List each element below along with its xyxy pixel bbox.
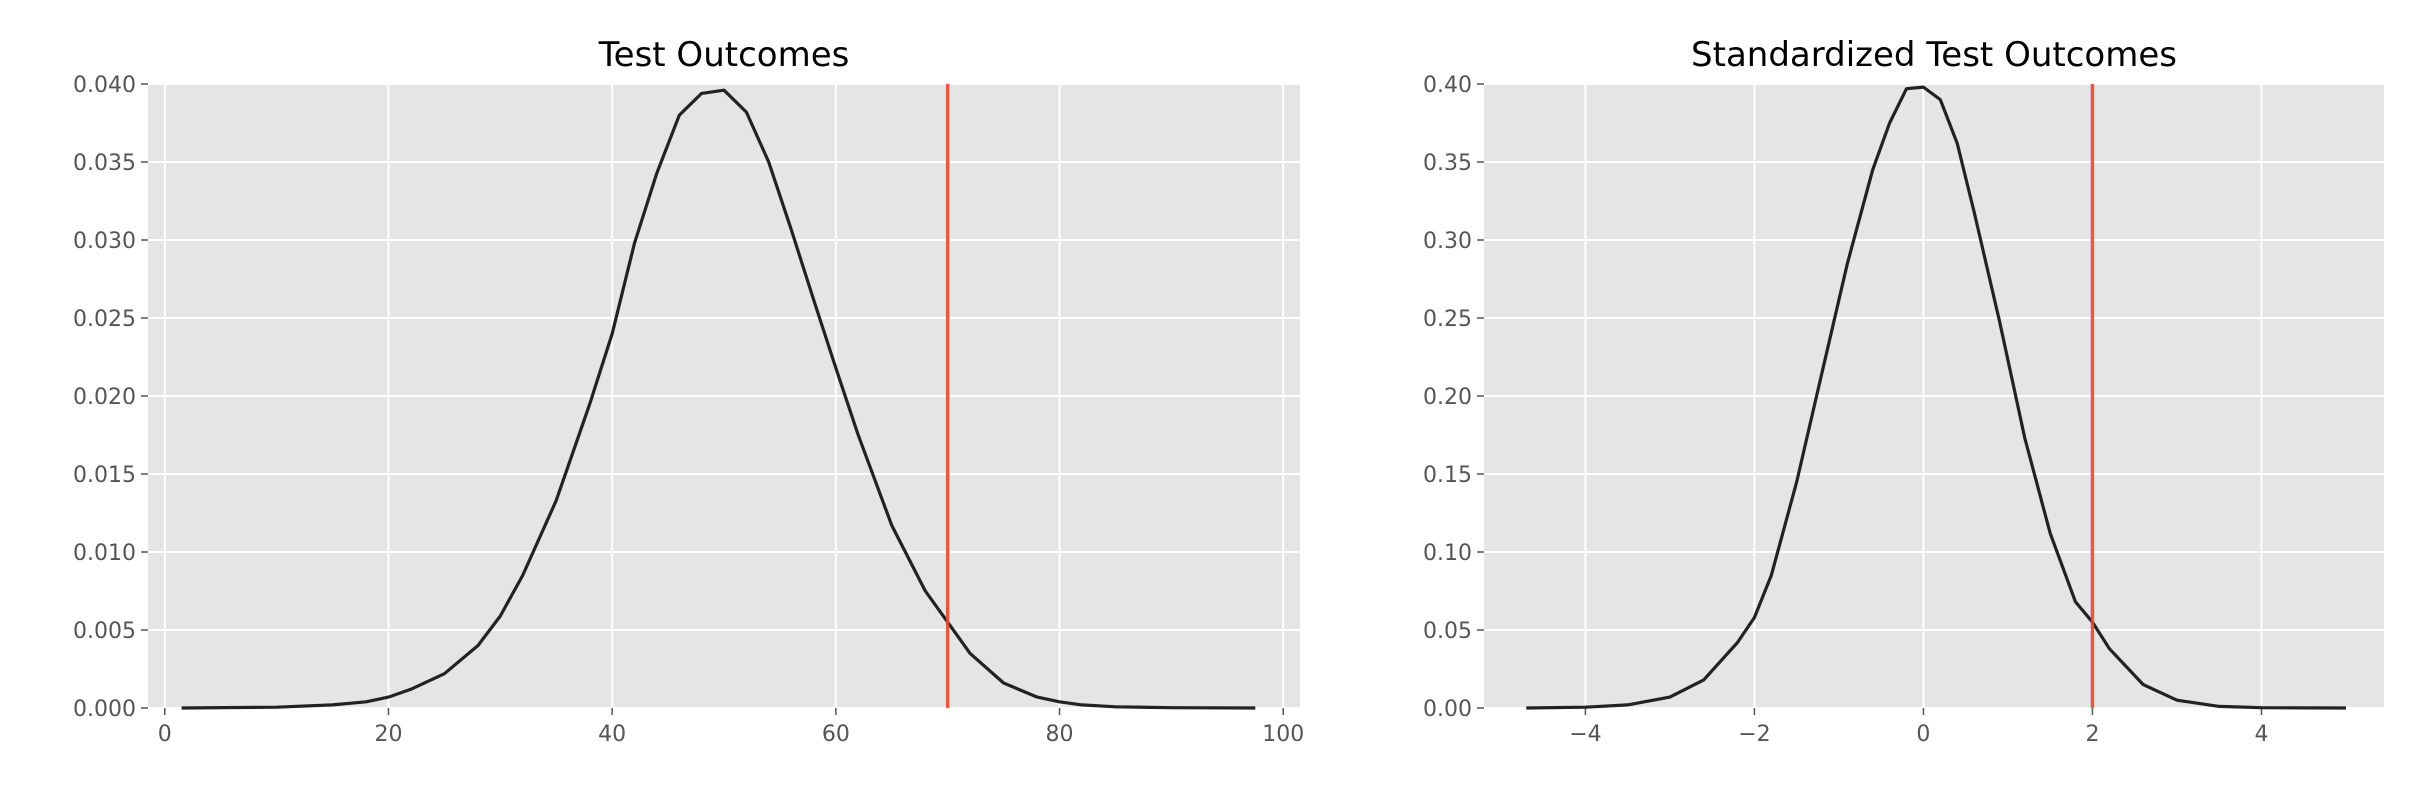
y-tick-label: 0.035 bbox=[73, 151, 136, 176]
x-tick-label: 80 bbox=[1046, 722, 1074, 747]
y-tick-label: 0.005 bbox=[73, 619, 136, 644]
x-tick-label: 0 bbox=[158, 722, 172, 747]
x-tick-label: 4 bbox=[2254, 722, 2268, 747]
y-tick-label: 0.040 bbox=[73, 73, 136, 98]
y-tick-label: 0.010 bbox=[73, 541, 136, 566]
x-tick-label: 60 bbox=[822, 722, 850, 747]
x-tick-label: −4 bbox=[1569, 722, 1601, 747]
y-tick-label: 0.15 bbox=[1423, 463, 1472, 488]
x-tick-label: 0 bbox=[1916, 722, 1930, 747]
x-tick-label: 20 bbox=[374, 722, 402, 747]
y-tick-label: 0.020 bbox=[73, 385, 136, 410]
y-tick-label: 0.20 bbox=[1423, 385, 1472, 410]
density-curve bbox=[181, 88, 1256, 710]
chart-title: Test Outcomes bbox=[598, 35, 850, 75]
y-tick-label: 0.00 bbox=[1423, 697, 1472, 722]
standardized-test-outcomes-chart: −4 −2 0 2 4 0.00 0.05 0.10 0.15 0.20 0.25 0.30 0.35 0… bbox=[1423, 35, 2384, 747]
y-tick-label: 0.015 bbox=[73, 463, 136, 488]
y-tick-label: 0.35 bbox=[1423, 151, 1472, 176]
x-tick-label: 2 bbox=[2085, 722, 2099, 747]
y-tick-label: 0.25 bbox=[1423, 307, 1472, 332]
y-tick-label: 0.05 bbox=[1423, 619, 1472, 644]
y-tick-label: 0.30 bbox=[1423, 229, 1472, 254]
y-tick-label: 0.030 bbox=[73, 229, 136, 254]
y-tick-label: 0.025 bbox=[73, 307, 136, 332]
density-curve bbox=[1526, 85, 2347, 710]
x-tick-label: −2 bbox=[1738, 722, 1770, 747]
chart-title: Standardized Test Outcomes bbox=[1691, 35, 2177, 75]
y-tick-label: 0.000 bbox=[73, 697, 136, 722]
y-tick-label: 0.10 bbox=[1423, 541, 1472, 566]
y-tick-label: 0.40 bbox=[1423, 73, 1472, 98]
x-tick-label: 100 bbox=[1262, 722, 1304, 747]
test-outcomes-chart: 0 20 40 60 80 100 0.000 0.005 0.010 0.015 0.020 0.0… bbox=[73, 35, 1304, 747]
x-tick-label: 40 bbox=[598, 722, 626, 747]
